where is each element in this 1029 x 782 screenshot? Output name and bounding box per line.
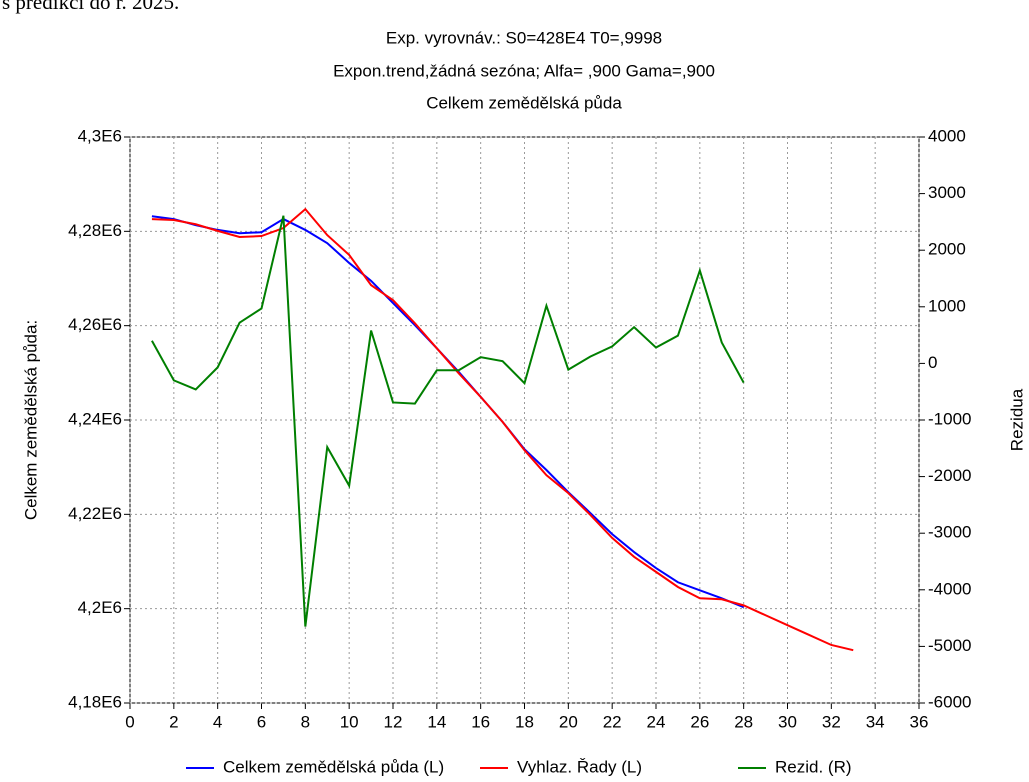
legend-label: Rezid. (R) — [775, 757, 852, 776]
series-line — [151, 215, 745, 609]
chart-subtitle: Expon.trend,žádná sezóna; Alfa= ,900 Gam… — [333, 61, 715, 80]
x-tick-label: 26 — [690, 712, 709, 731]
y2-tick-label: -3000 — [928, 523, 971, 542]
x-tick-label: 24 — [647, 712, 666, 731]
y-tick-label: 4,3E6 — [78, 126, 122, 145]
x-tick-label: 22 — [603, 712, 622, 731]
y2-axis-label: Rezidua — [1007, 388, 1026, 451]
y2-tick-label: -4000 — [928, 579, 971, 598]
chart-subtitle: Celkem zemědělská půda — [426, 93, 622, 112]
y2-tick-label: 0 — [928, 353, 937, 372]
legend-label: Vyhlaz. Řady (L) — [517, 757, 642, 776]
x-tick-label: 4 — [213, 712, 222, 731]
series-line — [151, 215, 745, 627]
x-tick-label: 36 — [910, 712, 929, 731]
x-tick-label: 12 — [384, 712, 403, 731]
y2-tick-label: 1000 — [928, 296, 966, 315]
y2-tick-label: 3000 — [928, 183, 966, 202]
x-tick-label: 14 — [427, 712, 446, 731]
chart-title: Exp. vyrovnáv.: S0=428E4 T0=,9998 — [386, 28, 662, 47]
page-text: s predikcí do r. 2025. — [2, 0, 179, 14]
y-tick-label: 4,2E6 — [78, 598, 122, 617]
y-tick-label: 4,24E6 — [68, 409, 122, 428]
y2-tick-label: -6000 — [928, 692, 971, 711]
x-tick-label: 2 — [169, 712, 178, 731]
y-tick-label: 4,22E6 — [68, 504, 122, 523]
y2-tick-label: 4000 — [928, 126, 966, 145]
x-tick-label: 28 — [734, 712, 753, 731]
y-tick-label: 4,26E6 — [68, 315, 122, 334]
x-tick-label: 34 — [866, 712, 885, 731]
x-tick-label: 32 — [822, 712, 841, 731]
x-tick-label: 6 — [257, 712, 266, 731]
y-tick-label: 4,18E6 — [68, 692, 122, 711]
legend-label: Celkem zemědělská půda (L) — [223, 757, 444, 776]
x-tick-label: 30 — [778, 712, 797, 731]
y2-tick-label: -2000 — [928, 466, 971, 485]
x-tick-label: 18 — [515, 712, 534, 731]
x-tick-label: 0 — [125, 712, 134, 731]
y2-tick-label: -5000 — [928, 636, 971, 655]
x-tick-label: 16 — [471, 712, 490, 731]
series-line — [151, 207, 854, 652]
x-tick-label: 10 — [340, 712, 359, 731]
y2-tick-label: 2000 — [928, 240, 966, 259]
x-tick-label: 8 — [301, 712, 310, 731]
x-tick-label: 20 — [559, 712, 578, 731]
y2-tick-label: -1000 — [928, 409, 971, 428]
y-axis-label: Celkem zemědělská půda: — [21, 320, 40, 520]
y-tick-label: 4,28E6 — [68, 221, 122, 240]
